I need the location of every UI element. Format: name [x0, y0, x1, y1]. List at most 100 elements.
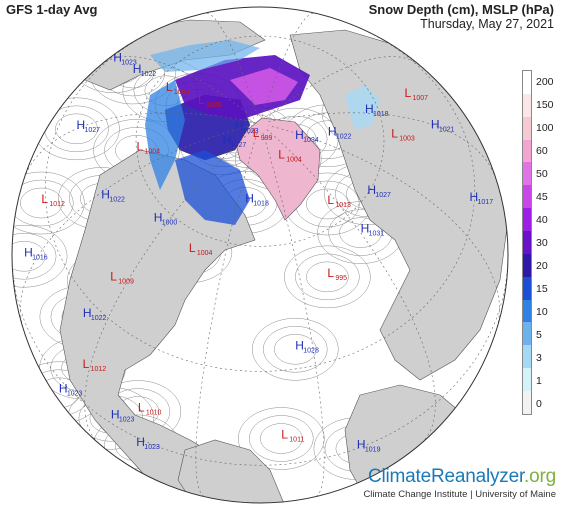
isobar — [20, 187, 63, 219]
snow-scandinavia — [345, 85, 380, 130]
pressure-center-type: H — [111, 407, 120, 421]
pressure-center-type: L — [391, 127, 398, 141]
pressure-center-type: L — [41, 192, 48, 206]
pressure-center-value: 1000 — [162, 220, 178, 227]
pressure-center-value: 1027 — [375, 192, 391, 199]
pressure-center-value: 1027 — [84, 127, 100, 134]
legend-label: 0 — [536, 397, 542, 410]
graticule-line — [195, 130, 259, 497]
logo-suffix: .org — [524, 466, 556, 487]
land-south-america — [177, 439, 286, 503]
low-pressure-center: L 1012 — [41, 192, 65, 208]
snow-canada-blue — [145, 80, 185, 190]
pressure-center-type: H — [24, 245, 33, 259]
legend-swatch — [523, 93, 531, 117]
pressure-center-type: H — [101, 187, 110, 201]
low-pressure-center: L 1012 — [83, 357, 107, 373]
low-pressure-center: L 1003 — [391, 127, 415, 143]
pressure-center-value: 1022 — [91, 315, 107, 322]
pressure-center-value: 1023 — [67, 391, 83, 398]
model-title: GFS 1-day Avg — [6, 2, 98, 17]
legend-label: 20 — [536, 259, 548, 272]
pressure-center-value: 1004 — [197, 250, 213, 257]
variable-title: Snow Depth (cm), MSLP (hPa) — [368, 2, 554, 17]
isobar — [55, 113, 98, 145]
isobar — [306, 188, 349, 220]
pressure-center-type: H — [328, 125, 337, 139]
isobar — [339, 217, 382, 248]
high-pressure-center: H 1021 — [431, 118, 455, 134]
legend-label: 45 — [536, 190, 548, 203]
legend-label: 50 — [536, 167, 548, 180]
legend-swatch — [523, 162, 531, 186]
land-greenland — [234, 117, 321, 221]
graticule-line — [265, 128, 436, 444]
climate-reanalyzer-logo[interactable]: ClimateReanalyzer.org — [363, 466, 556, 488]
pressure-center-value: 995 — [335, 275, 347, 282]
legend-swatch — [523, 345, 531, 369]
pressure-center-type: H — [59, 382, 68, 396]
high-pressure-center: H 1027 — [76, 118, 100, 134]
high-pressure-center: H 1022 — [83, 306, 107, 322]
pressure-center-type: H — [245, 191, 254, 205]
title-block: Snow Depth (cm), MSLP (hPa) Thursday, Ma… — [369, 2, 554, 32]
pressure-center-type: H — [470, 190, 479, 204]
pressure-center-value: 1019 — [365, 447, 381, 454]
isobar — [12, 225, 68, 288]
pressure-center-value: 1027 — [231, 142, 247, 149]
legend-swatch — [523, 116, 531, 140]
pressure-center-value: 1013 — [335, 202, 351, 209]
pressure-center-type: H — [365, 102, 374, 116]
pressure-center-value: 1000 — [206, 102, 222, 109]
high-pressure-center: H 1016 — [24, 245, 48, 261]
pressure-center-value: 1003 — [399, 136, 415, 143]
pressure-center-type: L — [189, 241, 196, 255]
low-pressure-center: L 1009 — [110, 270, 134, 286]
snow-depth-legend: 200 150 100 60 50 45 40 30 20 15 10 5 3 1 0 — [522, 70, 558, 415]
legend-label: 5 — [536, 328, 542, 341]
legend-label: 3 — [536, 351, 542, 364]
high-pressure-center: H 1034 — [295, 128, 319, 144]
isobar — [12, 233, 57, 280]
low-pressure-center: L 1000 — [198, 93, 222, 109]
high-pressure-center: H 1000 — [154, 211, 178, 227]
legend-swatch — [523, 391, 531, 414]
pressure-center-value: 1021 — [439, 127, 455, 134]
graticule-line — [135, 35, 385, 247]
pressure-center-value: 1028 — [303, 347, 319, 354]
pressure-center-value: 1023 — [121, 60, 137, 67]
pressure-center-type: L — [198, 93, 205, 107]
legend-swatch — [523, 185, 531, 209]
pressure-center-type: L — [253, 126, 260, 140]
high-pressure-center: H 1019 — [357, 438, 381, 454]
low-pressure-center: L 1011 — [281, 428, 304, 444]
legend-label: 150 — [536, 98, 554, 111]
pressure-center-value: 1023 — [144, 444, 160, 451]
low-pressure-center: L 1004 — [189, 241, 213, 257]
pressure-center-value: 1018 — [253, 200, 269, 207]
low-pressure-center: L 995 — [327, 266, 347, 282]
legend-label: 100 — [536, 121, 554, 134]
legend-label: 60 — [536, 144, 548, 157]
legend-label: 10 — [536, 305, 548, 318]
legend-swatch — [523, 231, 531, 254]
pressure-center-value: 1010 — [146, 410, 162, 417]
credit-line: Climate Change Institute | University of… — [363, 489, 556, 500]
legend-swatch — [523, 299, 531, 323]
pressure-center-value: 1004 — [286, 157, 302, 164]
pressure-center-type: H — [223, 133, 232, 147]
date-label: Thursday, May 27, 2021 — [420, 17, 554, 31]
pressure-center-type: H — [367, 183, 376, 197]
graticule-line — [268, 125, 500, 328]
high-pressure-center: H 1018 — [245, 191, 269, 207]
legend-swatch — [523, 139, 531, 163]
graticule-line — [84, 128, 255, 444]
pressure-center-type: L — [83, 357, 90, 371]
pressure-center-value: 1004 — [174, 89, 190, 96]
graticule-line — [20, 125, 252, 328]
isobar — [260, 423, 303, 454]
snow-arctic-pink — [230, 68, 298, 105]
legend-swatch — [523, 71, 531, 94]
graticule-line — [206, 12, 259, 117]
snow-siberia — [150, 40, 260, 72]
